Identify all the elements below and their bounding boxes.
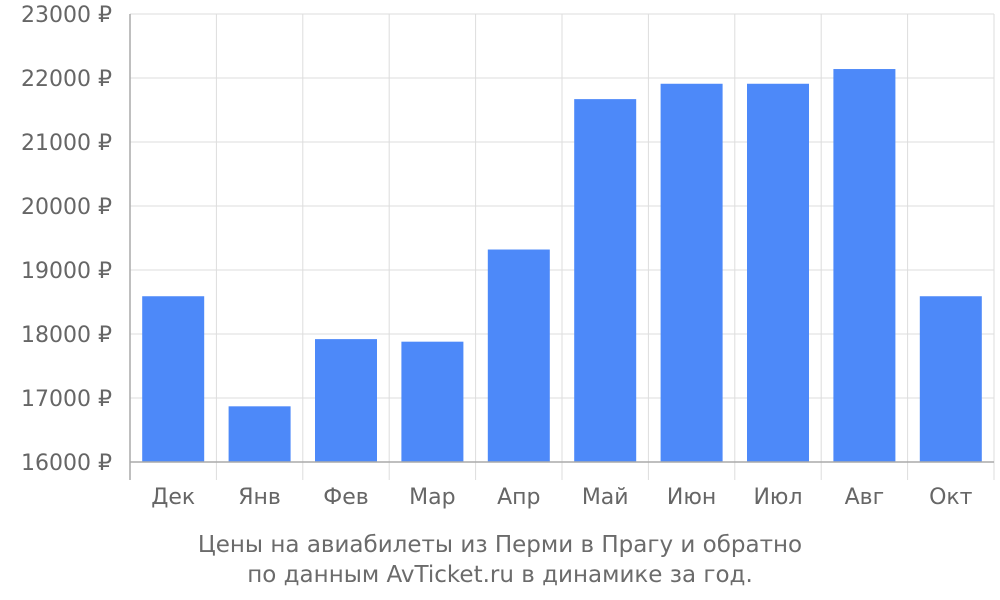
y-tick-label: 19000 ₽ [21,259,112,284]
bar [315,339,377,462]
x-tick-label: Дек [151,485,195,510]
chart-caption-line-1: Цены на авиабилеты из Перми в Прагу и об… [197,532,803,558]
bar [487,249,550,462]
x-tick-label: Янв [238,485,281,510]
bar [228,406,291,462]
x-tick-label: Окт [929,485,973,510]
y-tick-label: 22000 ₽ [21,67,112,92]
chart-caption-line-2: по данным AvTicket.ru в динамике за год. [247,562,753,588]
bar [919,296,982,462]
x-tick-label: Июн [667,485,716,510]
x-tick-label: Фев [323,485,368,510]
bar [401,341,464,462]
y-tick-label: 20000 ₽ [21,195,112,220]
y-tick-label: 17000 ₽ [21,387,112,412]
y-tick-label: 23000 ₽ [21,3,112,28]
y-tick-label: 16000 ₽ [21,451,112,476]
x-tick-label: Май [582,485,629,510]
bar [142,296,205,462]
bar [833,69,896,462]
x-tick-label: Апр [497,485,540,510]
bar [660,83,723,462]
bar [747,83,809,462]
bar [574,99,637,463]
y-tick-label: 18000 ₽ [21,323,112,348]
x-tick-label: Июл [753,485,802,510]
y-tick-label: 21000 ₽ [21,131,112,156]
x-tick-label: Мар [409,485,455,510]
x-tick-label: Авг [845,485,885,510]
